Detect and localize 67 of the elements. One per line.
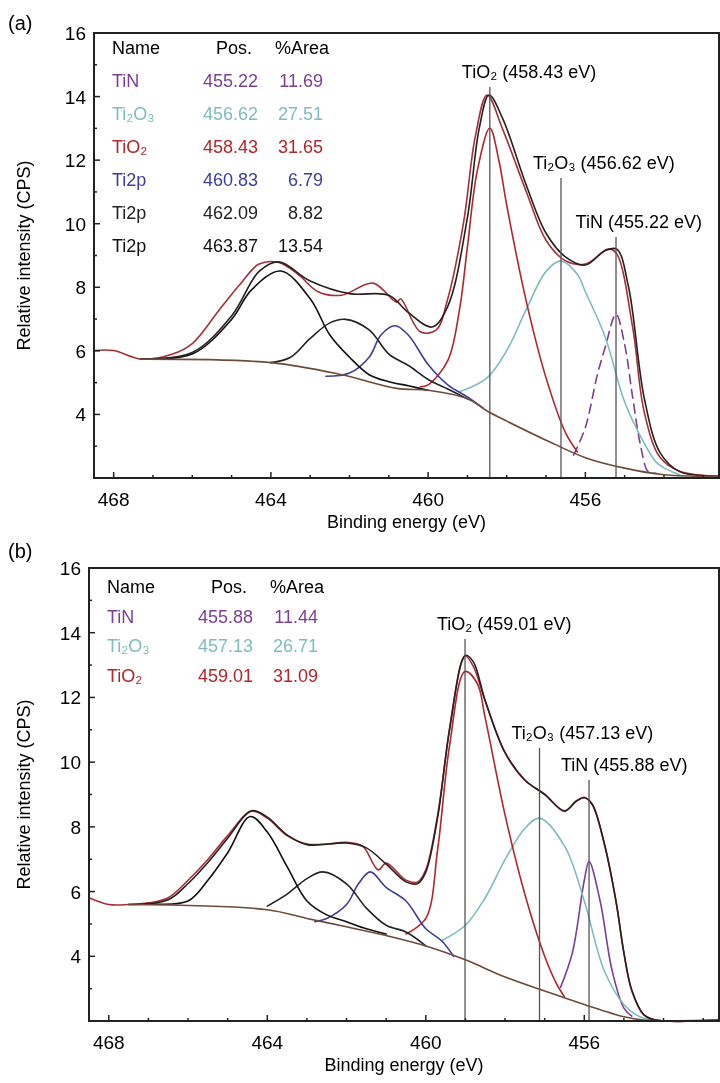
x-tick-label: 464 (251, 1032, 284, 1053)
annotation: %Area (269, 577, 325, 597)
ref-line-label: TiO₂ (459.01 eV) (437, 614, 572, 634)
annotation: 26.71 (272, 636, 318, 656)
annotation: Pos. (210, 577, 247, 597)
y-tick-label: 10 (64, 213, 86, 235)
annotation: 459.01 (197, 665, 253, 686)
text: TiO₂ (112, 137, 148, 157)
annotation: %Area (274, 38, 330, 58)
annotation: 463.87 (202, 236, 258, 256)
annotation: 27.51 (277, 104, 323, 124)
annotation: Name (112, 38, 161, 58)
annotation: 457.13 (197, 636, 253, 656)
y-tick-label: 14 (64, 86, 87, 108)
text: Ti2p (112, 203, 147, 223)
ref-line-label: TiN (455.22 eV) (575, 212, 702, 232)
text: TiN (112, 71, 140, 91)
annotation: 462.09 (202, 203, 258, 223)
y-tick-label: 12 (64, 150, 86, 172)
ref-line-label: TiN (455.88 eV) (561, 755, 688, 775)
y-axis-title: Relative intensity (CPS) (14, 160, 34, 351)
chart-title: (b) (8, 540, 33, 562)
y-tick-label: 12 (59, 687, 81, 709)
y-tick-label: 8 (70, 816, 81, 838)
annotation: 8.82 (287, 203, 323, 223)
y-tick-label: 16 (64, 23, 86, 44)
text: TiO₂ (107, 665, 143, 686)
ref-line-label: Ti₂O₃ (457.13 eV) (511, 723, 654, 743)
ref-line-label: TiO₂ (458.43 eV) (461, 62, 597, 82)
y-tick-label: 6 (70, 881, 81, 903)
annotation: 455.88 (197, 606, 253, 627)
annotation: 458.43 (202, 137, 258, 157)
annotation: 31.09 (272, 665, 318, 686)
text: Ti2p (112, 170, 147, 190)
x-axis-title: Binding energy (eV) (324, 1055, 484, 1075)
annotation: 31.65 (277, 137, 323, 157)
text: TiN (107, 606, 135, 627)
x-tick-label: 468 (92, 1032, 125, 1053)
text: Ti2p (112, 236, 147, 256)
chart-title: (a) (8, 12, 33, 34)
y-tick-label: 10 (59, 752, 81, 774)
annotation: 13.54 (277, 236, 323, 256)
x-tick-label: 460 (412, 489, 444, 510)
x-tick-label: 460 (409, 1032, 442, 1053)
y-axis-title: Relative intensity (CPS) (14, 699, 34, 890)
annotation: 460.83 (202, 170, 258, 190)
text: Ti₂O₃ (107, 636, 150, 656)
annotation: 11.69 (279, 71, 323, 91)
y-tick-label: 16 (59, 558, 81, 579)
y-tick-label: 14 (59, 622, 82, 644)
x-tick-label: 468 (97, 489, 130, 510)
annotation: Name (107, 577, 156, 597)
ref-line-label: Ti₂O₃ (456.62 eV) (532, 153, 675, 173)
annotation: 456.62 (202, 104, 258, 124)
y-tick-label: 6 (75, 340, 86, 362)
x-tick-label: 456 (568, 1032, 601, 1053)
y-tick-label: 4 (75, 404, 87, 426)
annotation: 11.44 (274, 606, 318, 627)
x-axis-title: Binding energy (eV) (326, 512, 487, 532)
x-tick-label: 464 (255, 489, 288, 510)
text: Ti₂O₃ (112, 104, 155, 124)
y-tick-label: 4 (70, 946, 82, 968)
annotation: 6.79 (287, 170, 323, 190)
x-tick-label: 456 (569, 489, 602, 510)
y-tick-label: 8 (75, 277, 86, 299)
annotation: 455.22 (202, 71, 258, 91)
annotation: Pos. (215, 38, 252, 58)
